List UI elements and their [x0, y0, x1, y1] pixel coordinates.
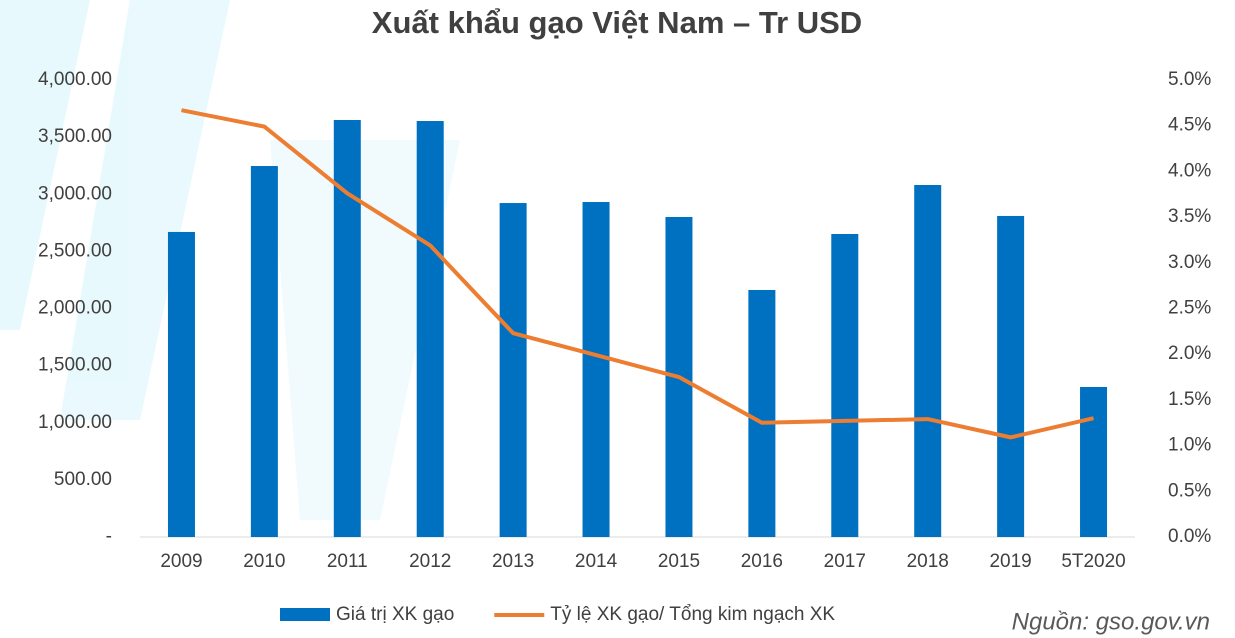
y2-tick-label: 5.0% [1168, 69, 1211, 90]
bar [416, 121, 444, 537]
x-tick-label: 2016 [741, 551, 783, 572]
y-tick-label: 4,000.00 [38, 69, 112, 90]
legend-label: Tỷ lệ XK gạo/ Tổng kim ngạch XK [550, 604, 835, 625]
y-tick-label: 2,000.00 [38, 298, 112, 319]
line [181, 108, 1094, 440]
source-note: Nguồn: gso.gov.vn [1012, 608, 1210, 635]
y2-tick-label: 0.5% [1168, 480, 1211, 501]
bar [250, 166, 278, 537]
y-tick-label: 3,000.00 [38, 183, 112, 204]
x-tick-label: 2017 [824, 551, 866, 572]
y2-tick-label: 0.0% [1168, 526, 1211, 547]
x-tick-label: 2011 [327, 551, 368, 572]
legend-label: Giá trị XK gạo [336, 604, 454, 625]
x-tick-label: 2019 [989, 551, 1031, 572]
y2-tick-label: 4.0% [1168, 160, 1211, 181]
bar [167, 231, 195, 537]
x-tick-label: 2013 [492, 551, 534, 572]
bar [1080, 386, 1108, 537]
bar [582, 202, 610, 538]
y2-tick-label: 3.5% [1168, 206, 1211, 227]
legend-swatch [280, 608, 330, 621]
x-tick-label: 2015 [658, 551, 700, 572]
x-tick-label: 2012 [409, 551, 451, 572]
x-tick-label: 2018 [907, 551, 949, 572]
y-tick-label: - [106, 526, 112, 547]
y2-tick-label: 2.0% [1168, 343, 1211, 364]
y2-tick-label: 1.5% [1168, 389, 1211, 410]
y-tick-label: 500.00 [54, 469, 112, 490]
y2-tick-label: 1.0% [1168, 435, 1211, 456]
y2-tick-label: 4.5% [1168, 115, 1211, 136]
y-tick-label: 2,500.00 [38, 240, 112, 261]
y-tick-label: 3,500.00 [38, 126, 112, 147]
x-tick-label: 5T2020 [1061, 551, 1125, 572]
bar [914, 184, 942, 538]
y2-tick-label: 3.0% [1168, 252, 1211, 273]
bar [748, 289, 776, 537]
x-tick-label: 2014 [575, 551, 618, 572]
x-tick-label: 2010 [243, 551, 285, 572]
bar [997, 215, 1025, 537]
chart-title: Xuất khẩu gạo Việt Nam – Tr USD [372, 5, 862, 40]
y-tick-label: 1,500.00 [38, 355, 112, 376]
bar [499, 203, 527, 538]
bar [333, 119, 361, 538]
bar [831, 234, 859, 537]
y2-tick-label: 2.5% [1168, 298, 1211, 319]
x-tick-label: 2009 [160, 551, 202, 572]
y-tick-label: 1,000.00 [38, 412, 112, 433]
